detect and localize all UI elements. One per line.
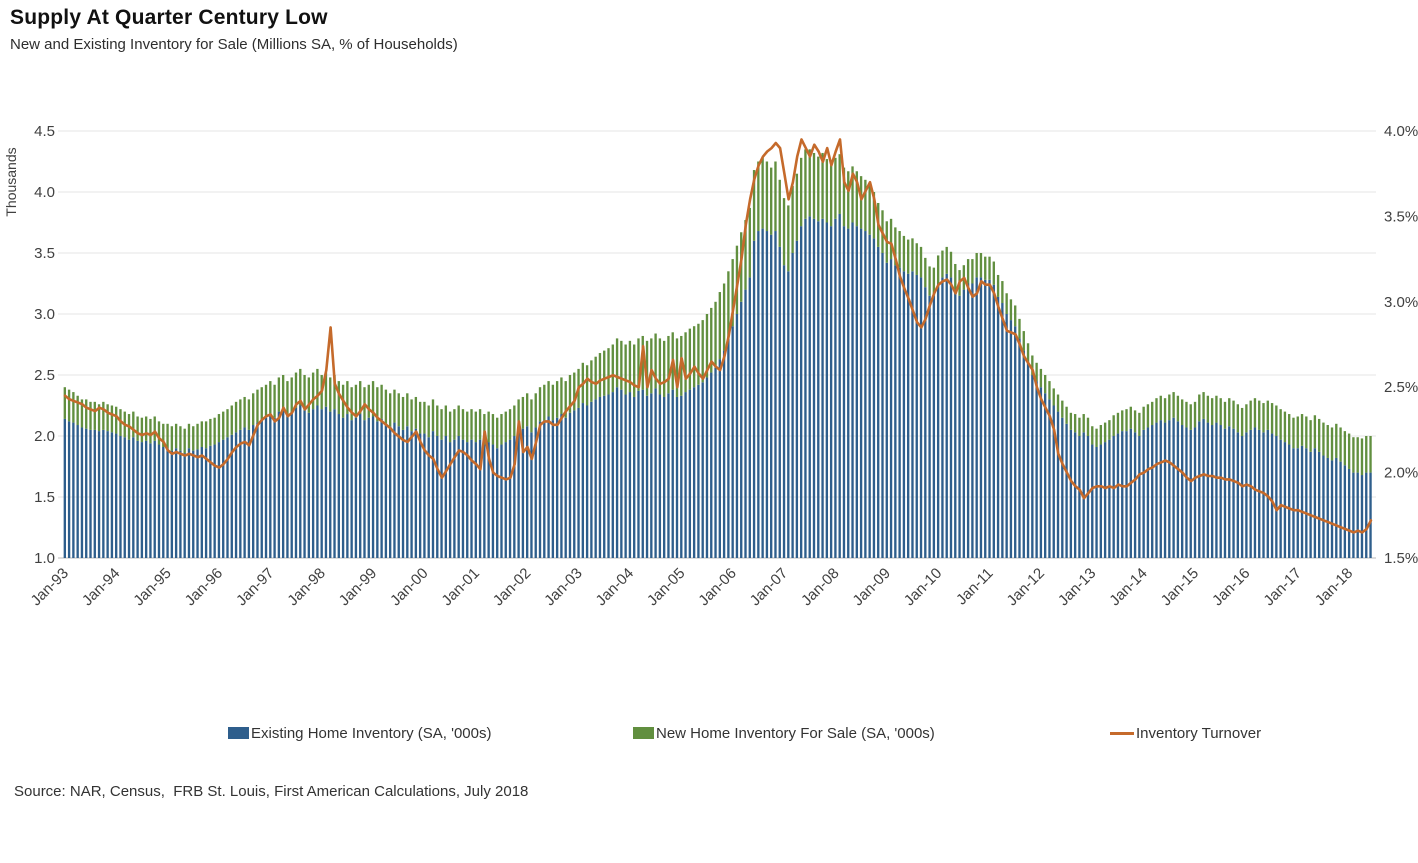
svg-text:1.0: 1.0 [34, 550, 55, 567]
existing-inventory-bars [63, 213, 1372, 559]
legend-item-new-home-inventory: New Home Inventory For Sale (SA, '000s) [633, 724, 935, 742]
svg-text:Jan-01: Jan-01 [438, 565, 482, 609]
legend-label-new: New Home Inventory For Sale (SA, '000s) [656, 724, 935, 742]
svg-text:3.5%: 3.5% [1384, 208, 1418, 225]
svg-text:Jan-95: Jan-95 [130, 565, 174, 609]
turnover-line-swatch-icon [1110, 731, 1134, 735]
svg-text:Jan-15: Jan-15 [1158, 565, 1202, 609]
svg-text:Jan-14: Jan-14 [1106, 565, 1150, 609]
svg-text:Jan-09: Jan-09 [849, 565, 893, 609]
svg-text:Jan-16: Jan-16 [1209, 565, 1253, 609]
svg-text:Jan-04: Jan-04 [593, 565, 637, 609]
legend-label-existing: Existing Home Inventory (SA, '000s) [251, 724, 492, 742]
svg-text:Jan-02: Jan-02 [490, 565, 534, 609]
svg-text:Jan-93: Jan-93 [28, 565, 72, 609]
svg-text:Jan-03: Jan-03 [541, 565, 585, 609]
left-axis-title: Thousands [3, 147, 19, 216]
svg-text:Jan-05: Jan-05 [644, 565, 688, 609]
source-note: Source: NAR, Census, FRB St. Louis, Firs… [14, 783, 529, 800]
inventory-turnover-line [63, 138, 1373, 534]
svg-text:2.0: 2.0 [34, 428, 55, 445]
svg-text:Jan-08: Jan-08 [798, 565, 842, 609]
svg-text:4.0%: 4.0% [1384, 123, 1418, 140]
svg-text:Jan-10: Jan-10 [901, 565, 945, 609]
svg-text:4.0: 4.0 [34, 184, 55, 201]
svg-text:4.5: 4.5 [34, 123, 55, 140]
svg-text:3.0%: 3.0% [1384, 294, 1418, 311]
chart-title: Supply At Quarter Century Low [10, 6, 328, 29]
svg-text:Jan-97: Jan-97 [233, 565, 277, 609]
svg-text:Jan-96: Jan-96 [182, 565, 226, 609]
legend-label-turnover: Inventory Turnover [1136, 724, 1262, 742]
svg-text:Jan-18: Jan-18 [1312, 565, 1356, 609]
x-axis-tick-labels: Jan-93 Jan-94 Jan-95 Jan-96 Jan-97 Jan-98 Jan-… [28, 565, 1357, 609]
svg-text:3.5: 3.5 [34, 245, 55, 262]
chart-subtitle: New and Existing Inventory for Sale (Mil… [10, 36, 458, 53]
svg-text:3.0: 3.0 [34, 306, 55, 323]
svg-text:Jan-99: Jan-99 [336, 565, 380, 609]
svg-text:Jan-12: Jan-12 [1004, 565, 1048, 609]
existing-inventory-swatch-icon [228, 727, 249, 739]
left-axis-tick-labels: 4.5 4.0 3.5 3.0 2.5 2.0 1.5 1.0 [34, 123, 55, 567]
legend-item-existing-home-inventory: Existing Home Inventory (SA, '000s) [228, 724, 491, 742]
svg-text:Jan-06: Jan-06 [695, 565, 739, 609]
new-inventory-bars [63, 149, 1372, 476]
svg-text:2.5%: 2.5% [1384, 379, 1418, 396]
svg-text:Jan-11: Jan-11 [953, 565, 997, 609]
svg-text:1.5%: 1.5% [1384, 550, 1418, 567]
svg-text:2.5: 2.5 [34, 367, 55, 384]
svg-text:1.5: 1.5 [34, 489, 55, 506]
svg-text:2.0%: 2.0% [1384, 465, 1418, 482]
new-inventory-swatch-icon [633, 727, 654, 739]
right-axis-tick-labels: 4.0% 3.5% 3.0% 2.5% 2.0% 1.5% [1384, 123, 1418, 567]
legend-item-inventory-turnover: Inventory Turnover [1110, 724, 1261, 742]
svg-text:Jan-98: Jan-98 [284, 565, 328, 609]
svg-text:Jan-07: Jan-07 [747, 565, 791, 609]
svg-text:Jan-00: Jan-00 [387, 565, 431, 609]
svg-text:Jan-13: Jan-13 [1055, 565, 1099, 609]
svg-text:Jan-94: Jan-94 [79, 565, 123, 609]
svg-text:Jan-17: Jan-17 [1260, 565, 1304, 609]
combo-chart-plot-area: 4.5 4.0 3.5 3.0 2.5 2.0 1.5 1.0 4.0% 3.5% 3.0% 2.5… [3, 123, 1418, 609]
